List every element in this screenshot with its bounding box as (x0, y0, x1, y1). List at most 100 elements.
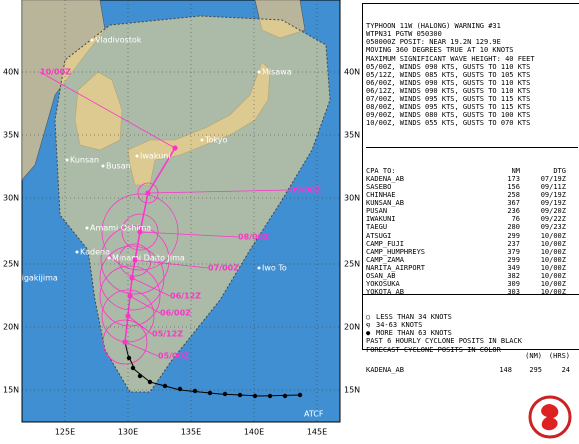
past-posit (207, 390, 213, 396)
cpa-cell: 309 (507, 280, 520, 289)
past-posit (237, 392, 243, 398)
cpa-cell: 299 (507, 255, 520, 264)
warning-line: 07/00Z, WINDS 095 KTS, GUSTS TO 115 KTS (366, 95, 531, 104)
cpa-cell: 10/00Z (540, 255, 566, 264)
cpa-cell: 367 (507, 199, 520, 208)
lon-label: 125E (55, 428, 75, 437)
bearing-cell: 295 (529, 365, 542, 374)
lat-label: 35N (344, 131, 360, 140)
warning-line: 05/12Z, WINDS 085 KTS, GUSTS TO 105 KTS (366, 70, 531, 79)
legend-text: FORECAST CYCLONE POSITS IN COLOR (366, 345, 501, 354)
cpa-cell: 76 (511, 215, 520, 224)
cpa-row: KUNSAN_AB 367 09/19Z (366, 199, 578, 207)
place-label: Iwo To (262, 264, 287, 273)
cpa-cell: 156 (507, 182, 520, 191)
cpa-cell: 07/19Z (540, 174, 566, 183)
legend-items: ○ LESS THAN 34 KNOTS ໑ 34-63 KNOTS ● MORE THA… (366, 313, 578, 353)
lat-label: 25N (344, 260, 360, 269)
warning-text: TYPHOON 11W (HALONG) WARNING #31 WTPN31 P… (366, 22, 578, 127)
cpa-row: CHINHAE 258 09/19Z (366, 191, 578, 199)
place-dot (75, 250, 79, 254)
place-dot (107, 256, 111, 260)
cpa-row: ATSUGI 299 10/00Z (366, 232, 578, 240)
cpa-cell: ATSUGI (366, 231, 392, 240)
lat-label: 15N (3, 386, 19, 395)
lon-label: 135E (181, 428, 201, 437)
cpa-header-cell: DTG (553, 166, 566, 175)
leader (131, 277, 171, 297)
lon-label: 130E (118, 428, 138, 437)
past-posit (162, 383, 168, 389)
lat-label: 15N (344, 386, 360, 395)
legend-symbol: ໑ (366, 321, 371, 330)
leader (147, 189, 291, 194)
leader (134, 259, 209, 269)
place-label: Tokyo (204, 136, 228, 145)
bearing-header-cell: (NM) (525, 351, 542, 360)
leader (127, 315, 153, 335)
cpa-row: NARITA_AIRPORT 349 10/00Z (366, 264, 578, 272)
warning-line: 06/12Z, WINDS 090 KTS, GUSTS TO 110 KTS (366, 86, 531, 95)
cpa-cell: 299 (507, 231, 520, 240)
lat-label: 25N (3, 260, 19, 269)
place-dot (200, 138, 204, 142)
lon-label: 145E (307, 428, 327, 437)
bearing-cell: 24 (561, 365, 570, 374)
cpa-table: CPA TO: NM DTG KADENA_AB 173 07/19Z SASEBO 156 0… (366, 167, 578, 305)
lat-label: 30N (3, 194, 19, 203)
cpa-cell: 280 (507, 223, 520, 232)
past-posit (252, 393, 258, 399)
forecast-posit (145, 190, 151, 196)
place-label: Kunsan (70, 156, 99, 165)
cpa-cell: IWAKUNI (366, 215, 396, 224)
legend-item: ○ LESS THAN 34 KNOTS (366, 313, 578, 321)
forecast-label: 07/00Z (208, 264, 239, 273)
cpa-cell: 10/00Z (540, 247, 566, 256)
bearing-header: (NM) (HRS) (366, 352, 578, 360)
past-posit (297, 392, 303, 398)
leader (39, 71, 176, 149)
cpa-row: YOKOSUKA 309 10/00Z (366, 280, 578, 288)
place-label: Misawa (262, 68, 292, 77)
cpa-cell: 349 (507, 263, 520, 272)
cpa-cell: 173 (507, 174, 520, 183)
past-posit (282, 393, 288, 399)
legend-text: 34-63 KNOTS (376, 321, 423, 330)
warning-line: 050000Z POSIT: NEAR 19.2N 129.9E (366, 38, 501, 47)
forecast-posit (127, 293, 133, 299)
forecast-label: 05/00Z (158, 352, 189, 361)
bearing-header-cell: (HRS) (548, 351, 570, 360)
forecast-track (124, 147, 176, 343)
cpa-row: PUSAN 236 09/20Z (366, 207, 578, 215)
warning-line: 05/00Z, WINDS 090 KTS, GUSTS TO 110 KTS (366, 62, 531, 71)
cpa-cell: YOKOTA_AB (366, 288, 404, 297)
cpa-cell: 09/22Z (540, 215, 566, 224)
cpa-row: SASEBO 156 09/11Z (366, 183, 578, 191)
forecast-label: 06/12Z (170, 292, 201, 301)
cpa-cell: 09/20Z (540, 207, 566, 216)
forecast-label: 05/12Z (152, 330, 183, 339)
place-dot (257, 266, 261, 270)
place-label: Kadena (80, 248, 110, 257)
bearing-cell: 148 (499, 365, 512, 374)
warning-line: WTPN31 PGTW 050300 (366, 30, 442, 39)
cpa-cell: 10/00Z (540, 239, 566, 248)
cpa-cell: 237 (507, 239, 520, 248)
cpa-row: KADENA_AB 173 07/19Z (366, 175, 578, 183)
place-dot (5, 276, 9, 280)
cpa-header-cell: NM (511, 166, 520, 175)
forecast-posit (122, 339, 128, 345)
cpa-cell: NARITA_AIRPORT (366, 263, 426, 272)
legend-text: LESS THAN 34 KNOTS (376, 313, 452, 322)
cpa-cell: CHINHAE (366, 191, 396, 200)
past-posit (222, 391, 228, 397)
past-posit (130, 365, 136, 371)
warning-line: MOVING 360 DEGREES TRUE AT 10 KNOTS (366, 46, 514, 55)
past-posit (137, 373, 143, 379)
forecast-posit (132, 257, 138, 263)
cpa-cell: 10/00Z (540, 263, 566, 272)
cpa-cell: 303 (507, 288, 520, 297)
cpa-cell: 10/00Z (540, 280, 566, 289)
place-label: Ishigakijima (10, 274, 58, 283)
